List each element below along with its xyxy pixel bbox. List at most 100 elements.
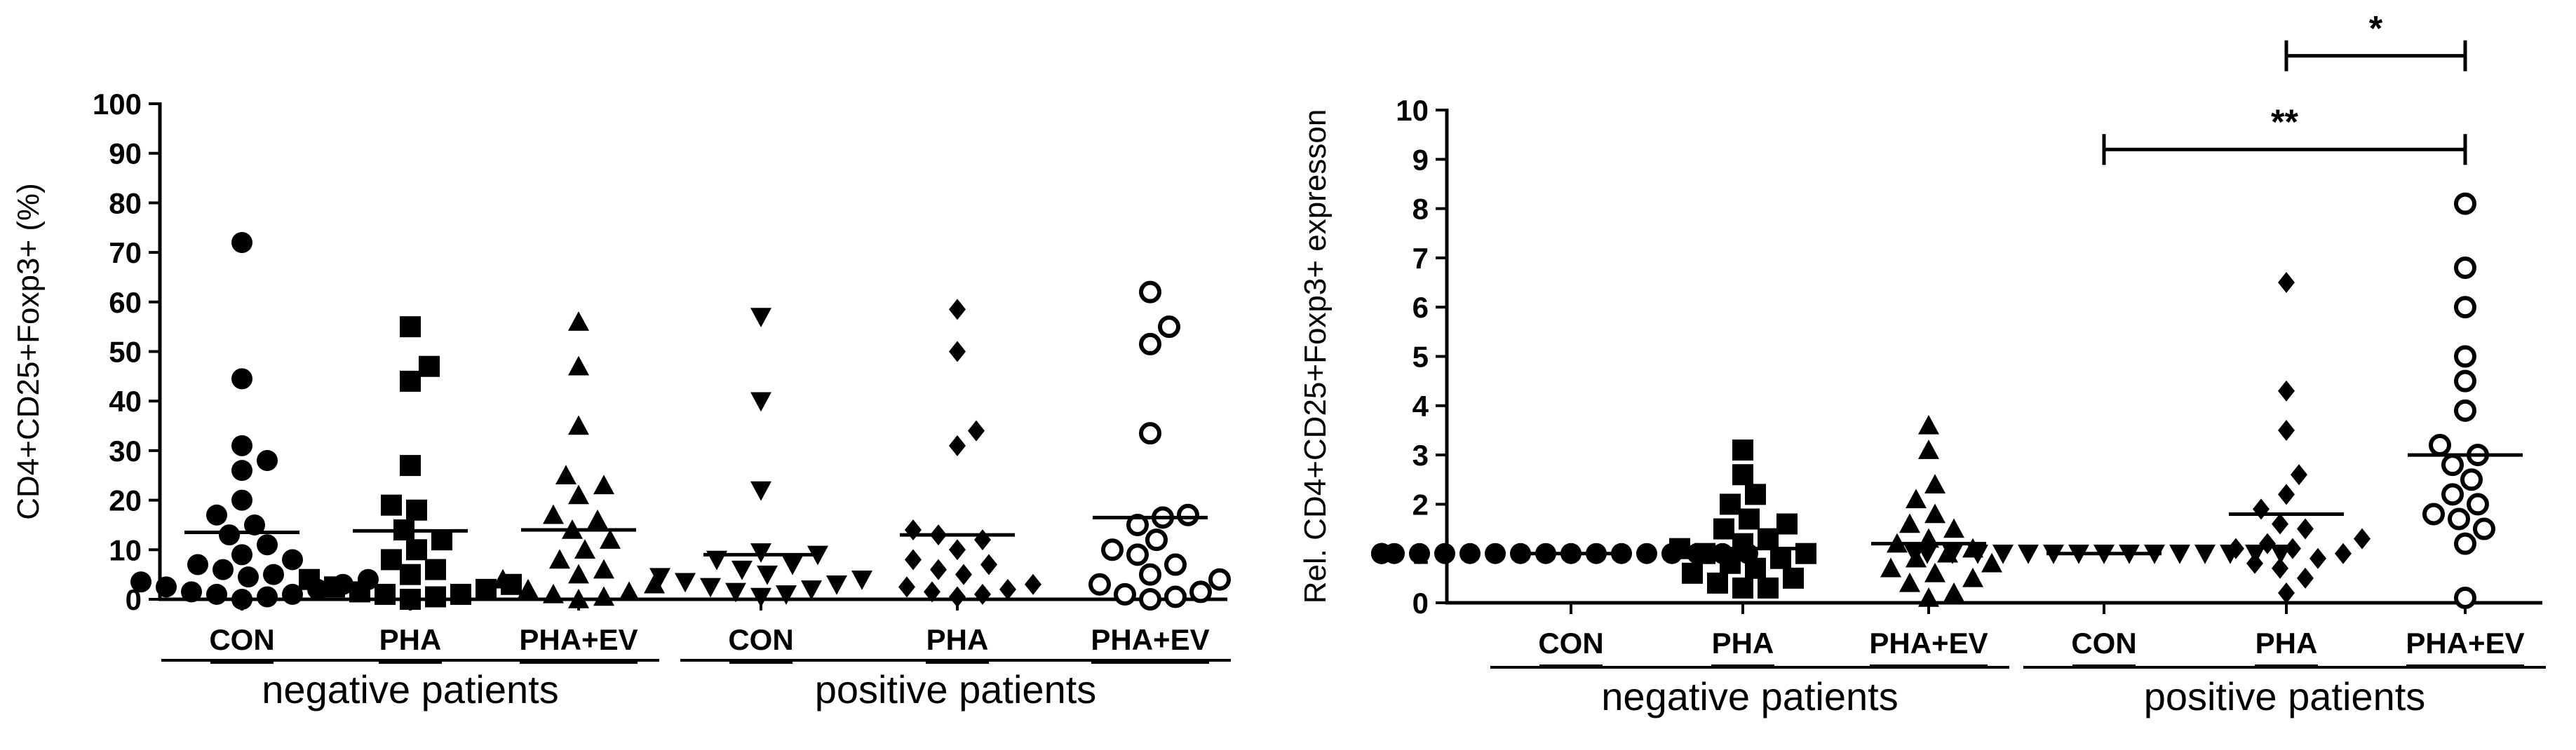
data-point — [2278, 380, 2295, 402]
x-category-label: CON — [209, 623, 274, 656]
data-point — [1139, 588, 1161, 611]
data-point — [231, 368, 252, 390]
data-point — [450, 583, 471, 605]
y-tick-label: 60 — [109, 286, 142, 319]
data-point — [2441, 454, 2464, 477]
data-point — [1904, 544, 1925, 564]
data-point — [924, 581, 940, 603]
data-point — [949, 341, 966, 362]
data-point — [568, 415, 589, 435]
data-point — [244, 514, 265, 536]
data-point — [999, 578, 1016, 600]
data-point — [675, 573, 696, 593]
data-point — [2429, 434, 2451, 457]
data-point — [1943, 518, 1964, 538]
data-point — [2454, 256, 2476, 279]
data-point — [1114, 582, 1136, 606]
y-tick-label: 30 — [109, 435, 142, 468]
group-label: negative patients — [1601, 674, 1898, 718]
data-point — [1409, 543, 1430, 564]
data-point — [2454, 399, 2476, 422]
data-point — [1924, 503, 1946, 524]
data-point — [1025, 573, 1041, 595]
y-tick-label: 10 — [109, 533, 142, 566]
data-point — [543, 504, 564, 524]
x-category-label: PHA — [1712, 627, 1774, 660]
data-point — [1967, 544, 1988, 564]
data-point — [593, 586, 614, 606]
data-point — [1745, 484, 1766, 505]
data-point — [1992, 544, 2014, 564]
data-point — [324, 576, 345, 598]
data-point — [644, 573, 665, 594]
data-point — [1943, 582, 1964, 602]
data-point — [238, 566, 259, 588]
data-point — [949, 299, 966, 320]
y-tick-label: 80 — [109, 186, 142, 219]
data-point — [2297, 518, 2314, 540]
data-point — [2253, 498, 2270, 520]
data-point — [1899, 572, 1920, 592]
data-point — [1208, 568, 1231, 591]
y-tick-label: 9 — [1412, 143, 1429, 176]
data-point — [181, 581, 202, 603]
data-point — [1101, 538, 1124, 561]
data-point — [568, 589, 589, 608]
data-point — [2454, 586, 2476, 609]
y-tick-label: 70 — [109, 236, 142, 269]
data-point — [375, 583, 396, 605]
data-point — [2454, 192, 2476, 215]
y-tick-label: 10 — [1396, 94, 1429, 127]
group-label: positive patients — [815, 667, 1097, 711]
data-point — [1713, 518, 1734, 540]
data-point — [231, 489, 252, 511]
data-point — [130, 571, 151, 593]
y-tick-label: 4 — [1412, 390, 1429, 423]
data-point — [725, 582, 746, 603]
data-point — [2422, 503, 2445, 526]
data-point — [1694, 543, 1715, 564]
y-tick-label: 7 — [1412, 242, 1429, 275]
x-category-label: PHA — [926, 623, 989, 656]
x-category-label: CON — [2071, 627, 2136, 660]
data-point — [219, 524, 240, 546]
y-tick-label: 5 — [1412, 341, 1429, 374]
data-point — [425, 586, 446, 608]
data-point — [2473, 517, 2495, 540]
series-negative-pha-ev — [492, 311, 665, 608]
data-point — [2354, 528, 2371, 550]
data-point — [801, 580, 822, 600]
data-point — [2169, 544, 2190, 564]
y-tick-label: 50 — [109, 336, 142, 369]
data-point — [782, 555, 803, 575]
data-point — [549, 549, 570, 569]
data-point — [968, 420, 985, 442]
y-axis-label: CD4+CD25+Foxp3+ (%) — [11, 183, 46, 520]
data-point — [1145, 529, 1168, 552]
data-point — [257, 586, 278, 608]
data-point — [1158, 315, 1180, 339]
data-point — [2194, 544, 2216, 564]
data-point — [1139, 332, 1161, 355]
series-negative-pha — [299, 316, 522, 610]
x-category-label: CON — [728, 623, 793, 656]
data-point — [231, 589, 252, 610]
data-point — [1758, 577, 1779, 599]
data-point — [2335, 543, 2352, 564]
data-point — [1906, 489, 1927, 509]
data-point — [156, 576, 177, 598]
data-point — [1371, 543, 1392, 564]
data-point — [263, 564, 284, 585]
data-point — [750, 587, 771, 608]
data-point — [949, 435, 966, 456]
data-point — [2454, 345, 2476, 368]
data-point — [776, 585, 797, 605]
data-point — [419, 355, 440, 377]
data-point — [400, 370, 421, 392]
x-category-label: PHA+EV — [1869, 627, 1988, 660]
group-label: negative patients — [262, 667, 558, 711]
significance-label: * — [2369, 9, 2383, 48]
data-point — [1745, 557, 1766, 579]
y-tick-label: 0 — [1412, 587, 1429, 620]
data-point — [1924, 474, 1946, 494]
